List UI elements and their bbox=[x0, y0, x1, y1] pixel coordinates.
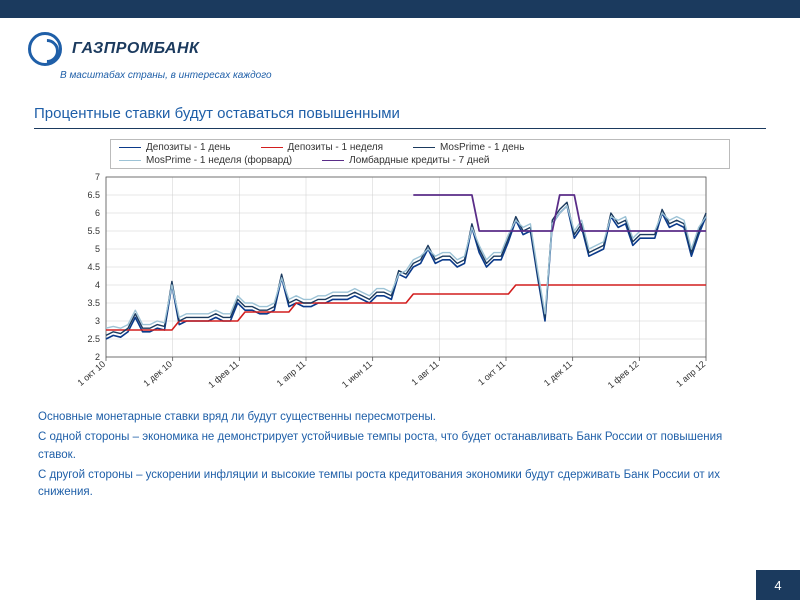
svg-text:7: 7 bbox=[95, 173, 100, 182]
logo-icon bbox=[28, 32, 62, 66]
line-chart: 22.533.544.555.566.571 окт 101 дек 101 ф… bbox=[70, 173, 712, 395]
svg-text:1 дек 11: 1 дек 11 bbox=[542, 359, 574, 388]
legend-item: Депозиты - 1 неделя bbox=[261, 142, 384, 153]
legend-item: MosPrime - 1 день bbox=[413, 142, 524, 153]
page-title: Процентные ставки будут оставаться повыш… bbox=[34, 105, 766, 122]
svg-text:5.5: 5.5 bbox=[87, 226, 100, 236]
svg-text:3: 3 bbox=[95, 316, 100, 326]
body-text: Основные монетарные ставки вряд ли будут… bbox=[38, 409, 762, 501]
svg-text:4: 4 bbox=[95, 280, 100, 290]
legend-item: Депозиты - 1 день bbox=[119, 142, 231, 153]
legend-item: MosPrime - 1 неделя (форвард) bbox=[119, 155, 292, 166]
body-p1: Основные монетарные ставки вряд ли будут… bbox=[38, 409, 762, 426]
svg-text:1 дек 10: 1 дек 10 bbox=[141, 359, 174, 389]
svg-text:1 фев 12: 1 фев 12 bbox=[606, 359, 641, 391]
svg-text:1 авг 11: 1 авг 11 bbox=[409, 359, 440, 388]
header: ГАЗПРОМБАНК bbox=[0, 18, 800, 72]
chart-legend: Депозиты - 1 день Депозиты - 1 неделя MosP… bbox=[110, 139, 730, 169]
svg-text:1 окт 11: 1 окт 11 bbox=[476, 359, 507, 388]
svg-text:1 апр 11: 1 апр 11 bbox=[275, 359, 308, 389]
page-number: 4 bbox=[756, 570, 800, 600]
svg-text:1 июн 11: 1 июн 11 bbox=[340, 359, 374, 390]
svg-text:3.5: 3.5 bbox=[87, 298, 100, 308]
svg-text:2.5: 2.5 bbox=[87, 334, 100, 344]
svg-text:1 окт 10: 1 окт 10 bbox=[75, 359, 107, 388]
body-p3: С другой стороны – ускорении инфляции и … bbox=[38, 467, 762, 502]
body-p2: С одной стороны – экономика не демонстри… bbox=[38, 429, 762, 464]
top-border-bar bbox=[0, 0, 800, 18]
svg-text:6: 6 bbox=[95, 208, 100, 218]
svg-text:1 фев 11: 1 фев 11 bbox=[206, 359, 240, 390]
legend-item: Ломбардные кредиты - 7 дней bbox=[322, 155, 489, 166]
tagline: В масштабах страны, в интересах каждого bbox=[60, 70, 800, 81]
svg-text:1 апр 12: 1 апр 12 bbox=[674, 359, 707, 389]
svg-text:6.5: 6.5 bbox=[87, 190, 100, 200]
title-block: Процентные ставки будут оставаться повыш… bbox=[34, 105, 766, 129]
svg-text:4.5: 4.5 bbox=[87, 262, 100, 272]
chart-container: Депозиты - 1 день Депозиты - 1 неделя MosP… bbox=[70, 139, 740, 395]
svg-text:5: 5 bbox=[95, 244, 100, 254]
brand-name: ГАЗПРОМБАНК bbox=[72, 40, 199, 58]
